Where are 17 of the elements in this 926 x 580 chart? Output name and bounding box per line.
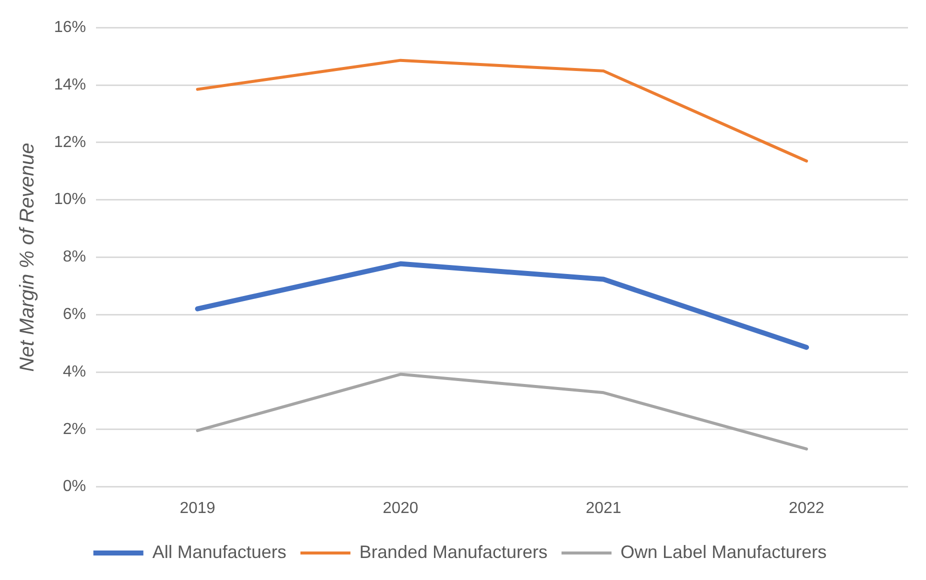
y-tick-label: 2% <box>62 420 86 438</box>
x-tick-label: 2021 <box>586 500 622 517</box>
legend-label: All Manufactuers <box>152 542 286 562</box>
x-tick-label: 2019 <box>180 500 216 517</box>
y-tick-label: 10% <box>54 191 86 208</box>
y-tick-label: 0% <box>62 478 86 496</box>
y-tick-label: 12% <box>54 134 86 151</box>
y-tick-label: 14% <box>54 76 86 94</box>
y-tick-label: 6% <box>62 306 86 324</box>
x-tick-label: 2022 <box>788 500 824 517</box>
y-tick-label: 8% <box>62 248 86 266</box>
legend-label: Own Label Manufacturers <box>620 542 827 562</box>
legend-label: Branded Manufacturers <box>359 542 548 562</box>
x-tick-label: 2020 <box>382 500 418 517</box>
y-tick-label: 4% <box>62 363 86 380</box>
y-tick-label: 16% <box>54 19 86 36</box>
y-axis-title: Net Margin % of Revenue <box>16 142 39 372</box>
